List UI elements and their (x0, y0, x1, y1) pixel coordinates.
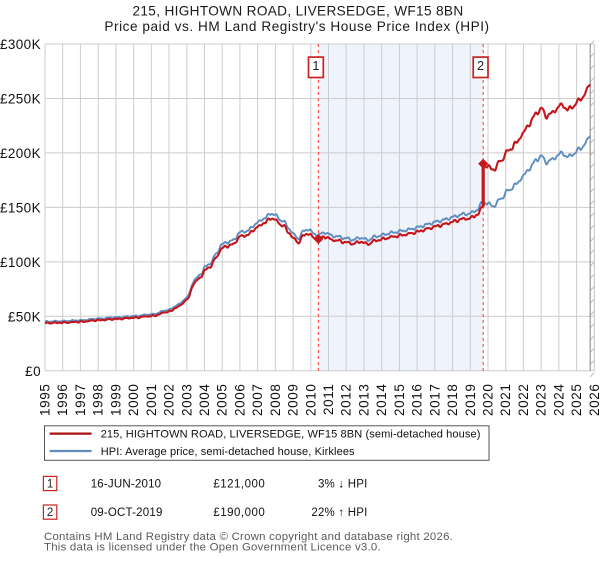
svg-text:2007: 2007 (250, 384, 265, 416)
svg-text:2016: 2016 (410, 384, 425, 416)
svg-text:Contains HM Land Registry data: Contains HM Land Registry data © Crown c… (44, 531, 453, 543)
svg-text:This data is licensed under th: This data is licensed under the Open Gov… (44, 541, 381, 553)
svg-text:HPI: Average price, semi-detac: HPI: Average price, semi-detached house,… (101, 446, 355, 458)
svg-text:2006: 2006 (232, 384, 247, 416)
svg-text:16-JUN-2010: 16-JUN-2010 (91, 478, 162, 490)
svg-text:2: 2 (47, 507, 53, 519)
svg-text:2012: 2012 (339, 384, 354, 416)
svg-text:1999: 1999 (108, 384, 123, 416)
svg-text:£250K: £250K (0, 92, 41, 107)
svg-text:£100K: £100K (0, 255, 41, 270)
svg-text:2015: 2015 (392, 384, 407, 416)
svg-text:2010: 2010 (303, 384, 318, 416)
svg-text:2014: 2014 (374, 384, 389, 416)
svg-text:£190,000: £190,000 (213, 507, 265, 519)
svg-text:2017: 2017 (427, 384, 442, 416)
svg-text:1995: 1995 (38, 384, 53, 416)
svg-text:2004: 2004 (197, 384, 212, 416)
svg-text:2002: 2002 (162, 384, 177, 416)
svg-text:2023: 2023 (534, 384, 549, 416)
svg-text:2019: 2019 (463, 384, 478, 416)
svg-text:3% ↓ HPI: 3% ↓ HPI (318, 478, 368, 490)
svg-text:£50K: £50K (8, 309, 41, 324)
svg-text:2001: 2001 (144, 384, 159, 416)
svg-text:2013: 2013 (357, 384, 372, 416)
svg-text:2025: 2025 (569, 384, 584, 416)
svg-text:1997: 1997 (73, 384, 88, 416)
svg-text:1: 1 (312, 58, 319, 73)
svg-text:2022: 2022 (516, 384, 531, 416)
svg-text:1998: 1998 (91, 384, 106, 416)
svg-text:2021: 2021 (498, 384, 513, 416)
svg-text:£200K: £200K (0, 146, 41, 161)
svg-text:2003: 2003 (179, 384, 194, 416)
svg-text:£150K: £150K (0, 200, 41, 215)
svg-text:2024: 2024 (551, 384, 566, 416)
svg-text:215, HIGHTOWN ROAD, LIVERSEDGE: 215, HIGHTOWN ROAD, LIVERSEDGE, WF15 8BN… (101, 429, 481, 441)
svg-text:£121,000: £121,000 (213, 478, 265, 490)
svg-text:09-OCT-2019: 09-OCT-2019 (91, 507, 163, 519)
svg-text:Price paid vs. HM Land Registr: Price paid vs. HM Land Registry's House … (104, 19, 489, 34)
svg-text:215, HIGHTOWN ROAD, LIVERSEDGE: 215, HIGHTOWN ROAD, LIVERSEDGE, WF15 8BN (132, 4, 463, 19)
svg-text:2000: 2000 (126, 384, 141, 416)
svg-text:2005: 2005 (215, 384, 230, 416)
svg-text:2011: 2011 (321, 384, 336, 415)
svg-text:2018: 2018 (445, 384, 460, 416)
svg-text:£300K: £300K (0, 37, 41, 52)
svg-text:2026: 2026 (587, 384, 600, 416)
svg-text:22% ↑ HPI: 22% ↑ HPI (311, 507, 367, 519)
svg-text:1996: 1996 (55, 384, 70, 416)
svg-text:£0: £0 (25, 364, 41, 379)
svg-text:2009: 2009 (286, 384, 301, 416)
svg-text:2008: 2008 (268, 384, 283, 416)
svg-text:1: 1 (47, 479, 53, 491)
svg-text:2020: 2020 (481, 384, 496, 416)
svg-text:2: 2 (477, 58, 484, 73)
